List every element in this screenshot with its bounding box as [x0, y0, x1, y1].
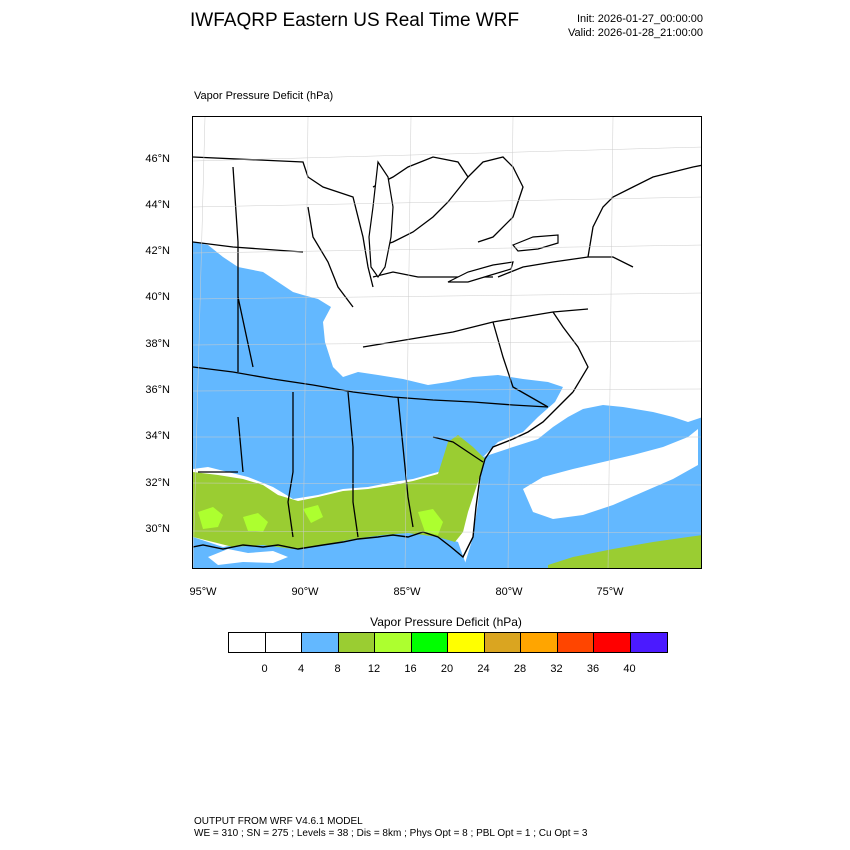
legend-title: Vapor Pressure Deficit (hPa): [370, 615, 522, 629]
vpd-ocean-patch-white: [523, 429, 698, 519]
lat-label: 36°N: [145, 384, 170, 396]
legend-tick-label: 40: [623, 663, 636, 675]
lon-label: 80°W: [495, 586, 523, 598]
legend-swatch: [594, 633, 631, 652]
lat-label: 42°N: [145, 245, 170, 257]
legend-swatch: [484, 633, 521, 652]
map-panel: [192, 116, 702, 569]
legend-swatch: [557, 633, 594, 652]
legend-tick-label: 4: [297, 663, 305, 675]
model-config: WE = 310 ; SN = 275 ; Levels = 38 ; Dis …: [194, 828, 588, 839]
legend-tick-label: 8: [334, 663, 341, 675]
legend-tick-label: 32: [550, 663, 563, 675]
legend-swatch: [448, 633, 485, 652]
map-canvas: [193, 117, 701, 568]
lat-label: 38°N: [145, 338, 170, 350]
lon-label: 95°W: [189, 586, 217, 598]
chart-title: IWFAQRP Eastern US Real Time WRF: [190, 10, 520, 31]
legend-swatch: [375, 633, 412, 652]
legend-tick-label: 36: [586, 663, 600, 675]
state-borders: [193, 156, 701, 538]
legend-swatch: [229, 633, 266, 652]
lat-label: 40°N: [145, 291, 170, 303]
legend-swatch: [265, 633, 302, 652]
vpd-fill-12-16: [198, 505, 443, 535]
legend-swatch: [521, 633, 558, 652]
vpd-fill-4-8: [193, 242, 563, 499]
init-time: Init: 2026-01-27_00:00:00: [577, 13, 703, 25]
legend-swatch: [338, 633, 375, 652]
vpd-gulf-patch-white: [208, 549, 288, 565]
legend-swatch: [411, 633, 448, 652]
vpd-fill-ocean-8-12: [548, 535, 701, 568]
graticule: [193, 117, 701, 568]
legend-tick-label: 28: [513, 663, 527, 675]
legend-tick-label: 20: [440, 663, 454, 675]
lat-label: 32°N: [145, 477, 170, 489]
map-subtitle: Vapor Pressure Deficit (hPa): [194, 90, 334, 102]
valid-time: Valid: 2026-01-28_21:00:00: [568, 27, 703, 39]
color-legend: [228, 632, 668, 653]
lon-label: 85°W: [393, 586, 421, 598]
legend-swatch: [302, 633, 339, 652]
lon-label: 75°W: [596, 586, 624, 598]
legend-tick-label: 0: [261, 663, 268, 675]
lat-label: 34°N: [145, 430, 170, 442]
legend-tick-label: 16: [404, 663, 417, 675]
lake-michigan: [368, 160, 394, 279]
legend-tick-label: 12: [367, 663, 381, 675]
lon-label: 90°W: [291, 586, 319, 598]
lat-label: 46°N: [145, 153, 170, 165]
lat-label: 30°N: [145, 523, 170, 535]
model-info: OUTPUT FROM WRF V4.6.1 MODEL: [194, 816, 363, 827]
lake-erie: [447, 261, 514, 283]
legend-swatch: [630, 633, 667, 652]
lat-label: 44°N: [145, 199, 170, 211]
lake-ontario: [512, 234, 559, 252]
legend-tick-label: 24: [477, 663, 490, 675]
